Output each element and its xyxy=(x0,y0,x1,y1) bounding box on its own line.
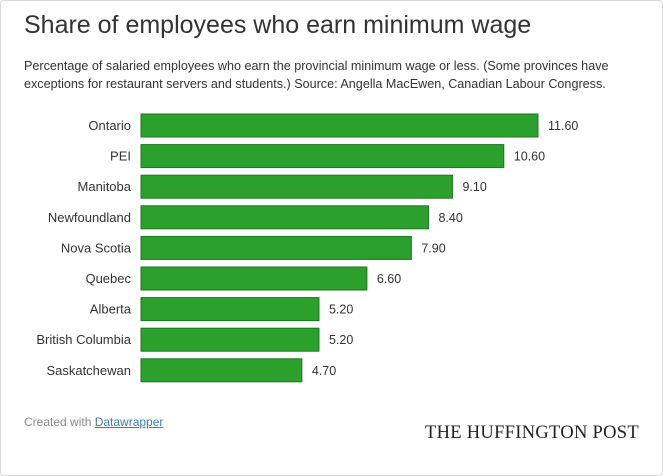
bar-manitoba xyxy=(140,174,453,199)
chart-subtitle: Percentage of salaried employees who ear… xyxy=(24,59,609,91)
bar-ontario xyxy=(140,113,539,138)
bar-newfoundland xyxy=(140,205,429,230)
value-label-ontario: 11.60 xyxy=(548,119,578,133)
category-label-nova-scotia: Nova Scotia xyxy=(61,240,132,255)
value-label-pei: 10.60 xyxy=(514,150,545,164)
publisher-logo: THE HUFFINGTON POST xyxy=(424,423,639,443)
bar-saskatchewan xyxy=(140,358,303,383)
bar-british-columbia xyxy=(140,327,320,352)
value-label-alberta: 5.20 xyxy=(329,303,353,317)
bar-nova-scotia xyxy=(140,235,412,260)
category-label-ontario: Ontario xyxy=(88,118,131,133)
category-label-alberta: Alberta xyxy=(90,302,132,317)
value-label-british-columbia: 5.20 xyxy=(329,333,353,347)
chart-title: Share of employees who earn minimum wage xyxy=(24,11,532,39)
bars-group: Ontario 11.60 PEI 10.60 Manitoba 9.10 Newfound… xyxy=(36,113,578,383)
value-label-quebec: 6.60 xyxy=(377,272,401,286)
credit-prefix: Created with xyxy=(24,415,95,429)
category-label-quebec: Quebec xyxy=(85,271,131,286)
value-label-newfoundland: 8.40 xyxy=(438,211,462,225)
value-label-manitoba: 9.10 xyxy=(462,180,486,194)
value-label-saskatchewan: 4.70 xyxy=(312,364,336,378)
category-label-saskatchewan: Saskatchewan xyxy=(46,363,131,378)
bar-alberta xyxy=(140,297,320,322)
category-label-pei: PEI xyxy=(110,149,131,164)
category-label-newfoundland: Newfoundland xyxy=(48,210,131,225)
bar-pei xyxy=(140,144,505,169)
credit-line: Created with Datawrapper xyxy=(24,415,163,429)
category-label-manitoba: Manitoba xyxy=(78,179,132,194)
bar-quebec xyxy=(140,266,368,291)
datawrapper-link[interactable]: Datawrapper xyxy=(94,415,164,429)
category-label-british-columbia: British Columbia xyxy=(36,332,131,347)
value-label-nova-scotia: 7.90 xyxy=(421,241,445,255)
